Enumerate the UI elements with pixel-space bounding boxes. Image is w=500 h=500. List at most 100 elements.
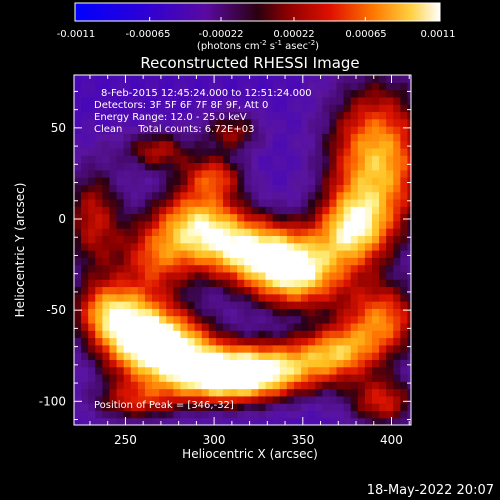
heatmap-cell	[272, 271, 281, 280]
heatmap-cell	[393, 344, 401, 353]
heatmap-cell	[109, 213, 118, 222]
heatmap-cell	[357, 410, 366, 419]
heatmap-cell	[208, 381, 217, 390]
heatmap-cell	[152, 359, 160, 368]
heatmap-cell	[215, 133, 224, 142]
heatmap-cell	[265, 381, 274, 390]
heatmap-cell	[400, 330, 409, 339]
heatmap-cell	[350, 264, 359, 273]
heatmap-cell	[166, 308, 174, 317]
heatmap-cell	[74, 301, 82, 309]
heatmap-cell	[364, 337, 373, 346]
heatmap-cell	[364, 250, 373, 258]
heatmap-cell	[350, 191, 359, 200]
heatmap-cell	[130, 104, 139, 113]
heatmap-cell	[194, 308, 203, 317]
heatmap-cell	[293, 118, 302, 127]
heatmap-cell	[74, 337, 82, 346]
heatmap-cell	[187, 213, 196, 222]
heatmap-cell	[152, 352, 160, 360]
heatmap-cell	[251, 330, 260, 339]
heatmap-cell	[322, 337, 331, 346]
heatmap-cell	[265, 352, 274, 360]
heatmap-cell	[251, 315, 260, 324]
heatmap-cell	[279, 198, 288, 207]
heatmap-cell	[215, 147, 224, 156]
heatmap-cell	[265, 308, 274, 317]
heatmap-cell	[130, 293, 139, 302]
heatmap-cell	[336, 301, 345, 309]
heatmap-cell	[286, 410, 295, 419]
heatmap-cell	[81, 286, 89, 295]
heatmap-cell	[244, 155, 252, 164]
heatmap-cell	[251, 410, 260, 419]
heatmap-cell	[187, 111, 196, 120]
heatmap-cell	[81, 410, 89, 419]
heatmap-cell	[173, 395, 182, 404]
heatmap-cell	[180, 169, 189, 178]
heatmap-cell	[258, 133, 267, 142]
heatmap-cell	[152, 301, 160, 309]
heatmap-cell	[230, 257, 238, 266]
heatmap-cell	[407, 206, 411, 215]
heatmap-cell	[215, 104, 224, 113]
heatmap-cell	[251, 155, 260, 164]
heatmap-cell	[350, 126, 359, 134]
heatmap-cell	[251, 242, 260, 251]
heatmap-cell	[109, 366, 118, 375]
heatmap-cell	[272, 169, 281, 178]
heatmap-cell	[187, 264, 196, 273]
heatmap-cell	[180, 118, 189, 127]
heatmap-cell	[329, 191, 338, 200]
heatmap-cell	[400, 89, 409, 98]
heatmap-cell	[102, 337, 111, 346]
heatmap-cell	[166, 184, 174, 193]
heatmap-cell	[251, 344, 260, 353]
heatmap-cell	[315, 177, 323, 185]
heatmap-cell	[322, 220, 331, 229]
heatmap-cell	[109, 395, 118, 404]
heatmap-cell	[386, 286, 394, 295]
heatmap-cell	[286, 322, 295, 331]
heatmap-cell	[102, 206, 111, 215]
heatmap-cell	[393, 286, 401, 295]
heatmap-cell	[95, 242, 103, 251]
heatmap-cell	[329, 410, 338, 419]
heatmap-cell	[137, 126, 146, 134]
heatmap-cell	[301, 104, 309, 113]
heatmap-cell	[393, 89, 401, 98]
heatmap-cell	[201, 257, 210, 266]
heatmap-cell	[371, 126, 380, 134]
heatmap-cell	[371, 104, 380, 113]
heatmap-cell	[222, 75, 231, 83]
heatmap-cell	[350, 293, 359, 302]
heatmap-cell	[407, 366, 411, 375]
heatmap-cell	[116, 235, 125, 244]
heatmap-cell	[173, 82, 182, 91]
heatmap-cell	[258, 279, 267, 288]
heatmap-cell	[208, 403, 217, 412]
heatmap-cell	[272, 279, 281, 288]
heatmap-cell	[137, 235, 146, 244]
heatmap-cell	[371, 184, 380, 193]
heatmap-cell	[293, 96, 302, 105]
heatmap-cell	[279, 395, 288, 404]
heatmap-cell	[386, 352, 394, 360]
heatmap-cell	[272, 126, 281, 134]
heatmap-cell	[315, 104, 323, 113]
heatmap-cell	[400, 410, 409, 419]
heatmap-cell	[386, 140, 394, 149]
heatmap-cell	[336, 257, 345, 266]
heatmap-cell	[123, 177, 132, 185]
heatmap-cell	[237, 89, 245, 98]
heatmap-cell	[201, 337, 210, 346]
heatmap-cell	[357, 271, 366, 280]
heatmap-cell	[222, 337, 231, 346]
heatmap-cell	[386, 235, 394, 244]
heatmap-cell	[244, 315, 252, 324]
heatmap-cell	[215, 301, 224, 309]
heatmap-cell	[393, 104, 401, 113]
heatmap-cell	[88, 213, 96, 222]
heatmap-cell	[230, 206, 238, 215]
heatmap-cell	[81, 155, 89, 164]
